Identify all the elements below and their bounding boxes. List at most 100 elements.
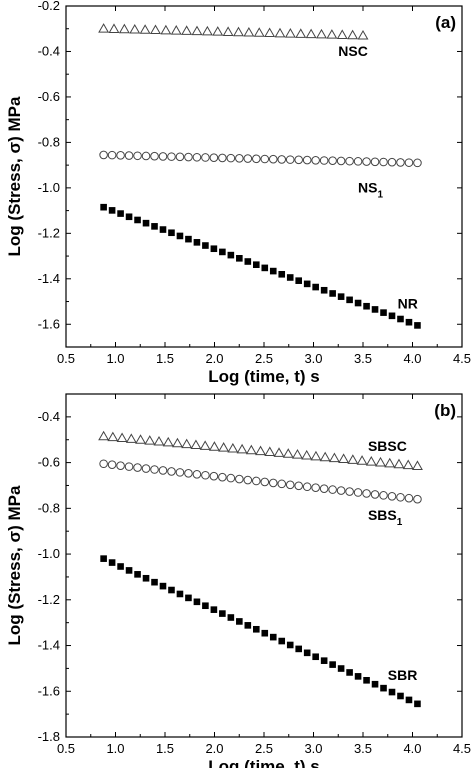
y-tick-label: -0.8 <box>38 134 60 149</box>
data-point <box>379 491 388 500</box>
data-point <box>336 486 346 495</box>
data-point <box>387 157 397 167</box>
data-point <box>144 435 156 445</box>
data-point <box>310 450 322 461</box>
data-point <box>337 293 345 300</box>
data-point <box>181 25 193 35</box>
data-point <box>150 24 161 35</box>
data-point <box>125 567 133 574</box>
x-tick-label: 4.5 <box>453 741 471 756</box>
x-tick-label: 3.0 <box>304 351 322 366</box>
data-point <box>285 480 295 490</box>
data-point <box>319 484 329 493</box>
series-sbsc <box>98 430 423 470</box>
data-point <box>329 290 336 297</box>
data-point <box>255 445 266 456</box>
data-point <box>219 610 226 617</box>
data-point <box>370 157 380 167</box>
x-tick-label: 3.5 <box>354 741 372 756</box>
x-tick-label: 1.5 <box>156 351 174 366</box>
data-point <box>329 661 336 668</box>
data-point <box>176 590 184 598</box>
data-point <box>243 154 253 163</box>
chart-panel-a: 0.5 1.0 1.5 2.0 2.5 3.0 3.5 4.0 4.5 -0.2 -0.4 -0.6 -… <box>5 0 471 386</box>
data-point <box>413 494 422 504</box>
data-point <box>375 456 386 467</box>
data-point <box>371 680 379 688</box>
y-tick-label: -1.2 <box>38 592 60 607</box>
data-point <box>320 657 328 664</box>
series-name-subscript: 1 <box>397 517 403 528</box>
data-point <box>193 598 201 606</box>
x-tick-label: 2.0 <box>205 351 223 366</box>
y-axis-label: Log (Stress, σ) MPa <box>5 96 24 256</box>
data-point <box>212 26 224 36</box>
data-point <box>363 302 370 310</box>
y-tick-label: -0.6 <box>38 455 60 470</box>
data-point <box>108 559 116 566</box>
data-point <box>260 154 270 164</box>
x-tick-label: 2.5 <box>255 741 273 756</box>
data-point <box>388 688 396 696</box>
y-tick-label: -0.2 <box>38 0 60 13</box>
series-name: NSC <box>338 43 368 59</box>
x-tick-label: 1.0 <box>106 741 124 756</box>
data-point <box>362 489 371 498</box>
data-point <box>269 633 277 641</box>
series-name: SBR <box>388 667 418 683</box>
data-point <box>134 216 141 224</box>
data-point <box>346 669 353 676</box>
data-point <box>295 28 307 38</box>
data-point <box>252 261 260 268</box>
data-point <box>261 264 269 272</box>
data-point <box>141 464 151 473</box>
x-axis-label: Log (time, t) s <box>208 367 319 386</box>
data-point <box>193 239 201 246</box>
data-point <box>251 154 261 164</box>
data-point <box>108 23 120 33</box>
x-tick-label: 0.5 <box>57 741 75 756</box>
data-point <box>269 267 277 275</box>
data-point <box>278 270 286 278</box>
data-point <box>273 447 285 457</box>
x-tick-label: 3.0 <box>304 741 322 756</box>
data-point <box>175 468 185 477</box>
data-point <box>319 156 329 165</box>
data-point <box>124 151 134 160</box>
data-point <box>100 555 107 562</box>
data-point <box>295 645 303 653</box>
data-point <box>172 437 183 448</box>
data-point <box>356 455 368 465</box>
series-label: NSC <box>338 43 368 59</box>
series-name: SBS <box>368 507 397 523</box>
data-point <box>316 28 327 39</box>
data-point <box>346 296 353 304</box>
data-point <box>413 158 422 168</box>
y-tick-label: -1.0 <box>38 180 60 195</box>
data-point <box>107 460 117 470</box>
data-point <box>192 469 202 479</box>
data-point <box>108 207 116 214</box>
data-point <box>142 574 150 582</box>
data-point <box>222 26 234 36</box>
data-point <box>274 27 286 38</box>
data-point <box>264 446 276 456</box>
data-point <box>244 258 252 265</box>
data-point <box>396 158 405 167</box>
data-point <box>363 676 370 684</box>
data-point <box>371 306 379 313</box>
data-point <box>167 152 176 161</box>
data-point <box>235 154 244 163</box>
data-point <box>185 235 192 243</box>
data-point <box>201 25 213 36</box>
data-point <box>184 469 193 478</box>
y-tick-label: -0.4 <box>38 409 60 424</box>
data-point <box>125 433 137 443</box>
series-sbs <box>99 459 422 504</box>
data-point <box>151 223 158 230</box>
data-point <box>319 451 331 462</box>
y-tick-label: -0.6 <box>38 89 60 104</box>
data-point <box>150 465 159 474</box>
data-point <box>226 473 236 483</box>
x-tick-label: 1.5 <box>156 741 174 756</box>
